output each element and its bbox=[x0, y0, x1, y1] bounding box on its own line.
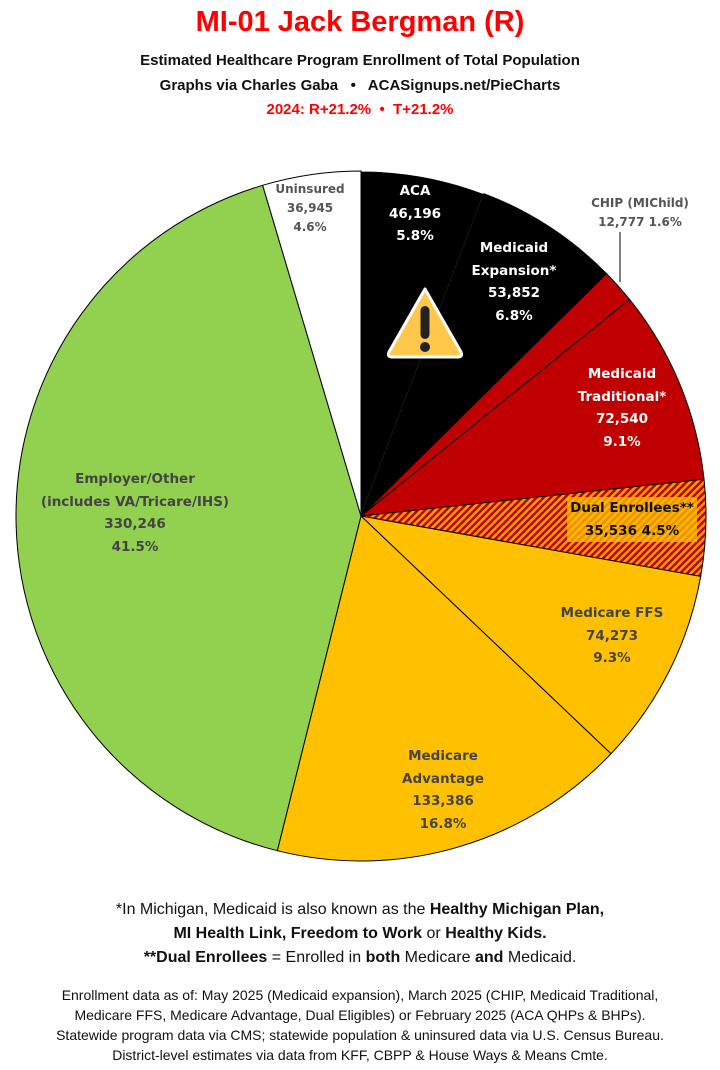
slice-label-line: 4.6% bbox=[293, 220, 327, 234]
source-line: Statewide program data via CMS; statewid… bbox=[56, 1027, 664, 1043]
pie-slice-employer-other-includes-va-tricare-ihs bbox=[15, 184, 362, 852]
slice-label-line: Medicare FFS bbox=[560, 605, 664, 621]
source-line: Medicare FFS, Medicare Advantage, Dual E… bbox=[74, 1007, 646, 1023]
note-bold: and bbox=[474, 949, 504, 966]
note-bold: MI Health Link, Freedom to Work bbox=[173, 925, 423, 942]
slice-label-ffs: Medicare FFS 74,273 9.3% bbox=[561, 602, 664, 670]
note-text: = Enrolled in bbox=[267, 949, 366, 966]
chart-title: MI-01 Jack Bergman (R) bbox=[195, 6, 525, 38]
slice-label-unins: Uninsured 36,945 4.6% bbox=[275, 180, 344, 237]
note-text: Medicare bbox=[400, 949, 475, 966]
credit-line: Graphs via Charles Gaba • ACASignups.net… bbox=[159, 77, 561, 94]
footnote-medicaid: *In Michigan, Medicaid is also known as … bbox=[0, 898, 720, 970]
slice-label-line: Expansion* bbox=[471, 262, 557, 279]
pie-slice-medicaid-traditional bbox=[359, 298, 705, 517]
slice-label-line: Medicaid bbox=[587, 366, 657, 382]
slice-label-line: Medicare bbox=[408, 748, 478, 764]
note-text: *In Michigan, Medicaid is also known as … bbox=[115, 901, 430, 918]
slice-label-line: 35,536 4.5% bbox=[584, 522, 680, 539]
slice-label-exp: Medicaid Expansion* 53,852 6.8% bbox=[472, 237, 557, 327]
note-bold: Healthy Kids. bbox=[445, 925, 547, 942]
slice-label-emp: Employer/Other (includes VA/Tricare/IHS) 3… bbox=[41, 468, 229, 558]
note-bold: both bbox=[365, 949, 401, 966]
slice-label-line: 46,196 bbox=[388, 205, 442, 222]
pie-slice-uninsured bbox=[262, 170, 362, 517]
slice-label-line: 53,852 bbox=[487, 285, 541, 301]
sources: Enrollment data as of: May 2025 (Medicai… bbox=[0, 985, 720, 1065]
slice-label-line: 72,540 bbox=[595, 411, 649, 427]
slice-label-line: CHIP (MIChild) bbox=[591, 196, 689, 210]
slice-label-trad: Medicaid Traditional* 72,540 9.1% bbox=[578, 363, 667, 453]
slice-label-line: 9.3% bbox=[593, 650, 631, 666]
pie-slice-medicare-advantage bbox=[276, 515, 612, 862]
pie-slice-medicaid-expansion bbox=[360, 193, 608, 517]
slice-label-line: 74,273 bbox=[585, 627, 639, 644]
note-bold: **Dual Enrollees bbox=[143, 949, 268, 966]
slice-label-line: Uninsured bbox=[275, 182, 345, 196]
pie-slice-medicare-ffs bbox=[359, 515, 702, 755]
warning-triangle-icon bbox=[386, 287, 464, 359]
slice-label-line: Medicaid bbox=[479, 240, 549, 256]
source-line: District-level estimates via data from K… bbox=[112, 1047, 608, 1063]
election-margin: 2024: R+21.2% • T+21.2% bbox=[266, 101, 454, 118]
note-text: Medicaid. bbox=[503, 949, 577, 966]
note-bold: Healthy Michigan Plan, bbox=[429, 901, 605, 918]
slice-label-line: 41.5% bbox=[111, 538, 159, 555]
slice-label-line: Advantage bbox=[401, 770, 485, 787]
chart-subtitle: Estimated Healthcare Program Enrollment … bbox=[140, 52, 580, 69]
slice-label-line: Traditional* bbox=[577, 388, 667, 405]
slice-label-line: Dual Enrollees** bbox=[570, 500, 694, 516]
slice-label-line: 16.8% bbox=[419, 815, 467, 832]
slice-label-line: ACA bbox=[399, 183, 431, 199]
slice-label-chip: CHIP (MIChild) 12,777 1.6% bbox=[591, 194, 689, 232]
slice-label-dual: Dual Enrollees** 35,536 4.5% bbox=[567, 497, 697, 542]
slice-label-line: 9.1% bbox=[603, 433, 641, 450]
slice-label-line: 133,386 bbox=[412, 793, 474, 809]
slice-label-line: 6.8% bbox=[495, 307, 533, 324]
slice-label-line: 330,246 bbox=[104, 516, 166, 532]
slice-label-aca: ACA 46,196 5.8% bbox=[389, 180, 441, 248]
slice-label-line: 36,945 bbox=[286, 201, 334, 215]
slice-label-line: (includes VA/Tricare/IHS) bbox=[40, 493, 230, 510]
slice-label-line: 12,777 1.6% bbox=[598, 215, 682, 229]
slice-label-ma: Medicare Advantage 133,386 16.8% bbox=[402, 745, 484, 835]
note-text: or bbox=[422, 925, 446, 942]
slice-label-line: Employer/Other bbox=[75, 471, 195, 487]
source-line: Enrollment data as of: May 2025 (Medicai… bbox=[61, 987, 659, 1003]
slice-label-line: 5.8% bbox=[396, 228, 434, 244]
